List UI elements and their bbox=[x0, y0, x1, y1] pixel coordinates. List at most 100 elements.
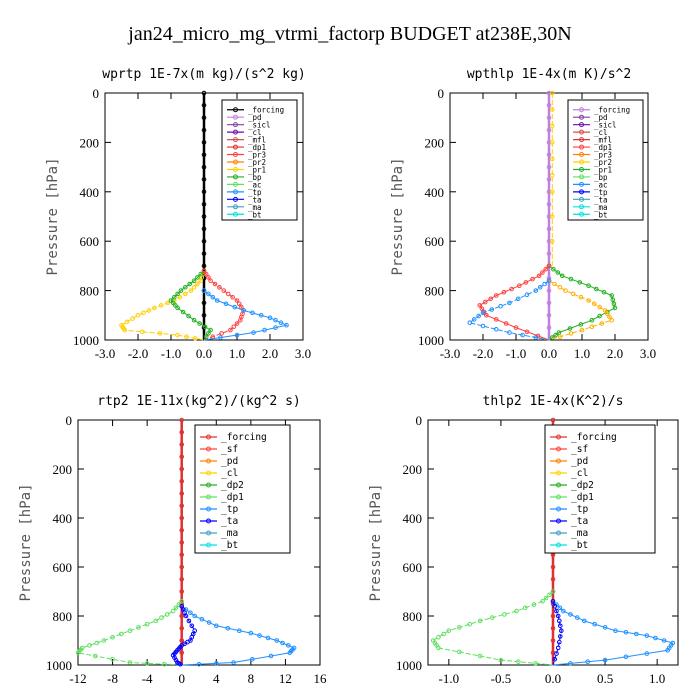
tp-point bbox=[201, 288, 207, 293]
legend-marker bbox=[233, 122, 238, 128]
legend-entry: _pr1 bbox=[248, 165, 266, 174]
dp1-point bbox=[436, 634, 441, 640]
forcing-point bbox=[201, 201, 207, 207]
legend-entry: _ma bbox=[594, 203, 608, 212]
tp-point bbox=[196, 661, 202, 667]
legend-entry: _pr2 bbox=[248, 158, 266, 167]
forcing-point bbox=[546, 313, 552, 318]
legend-marker bbox=[233, 107, 238, 113]
legend-marker bbox=[556, 518, 561, 524]
ta-point bbox=[178, 661, 183, 667]
legend-marker bbox=[233, 152, 238, 158]
pr3-point bbox=[503, 321, 509, 326]
forcing-point bbox=[201, 251, 207, 256]
tp-point bbox=[623, 654, 629, 660]
legend-entry: _ac bbox=[248, 180, 262, 189]
y-tick-label: 400 bbox=[425, 185, 445, 200]
legend-marker bbox=[579, 159, 584, 165]
forcing-point bbox=[550, 417, 556, 423]
bp-point bbox=[195, 275, 200, 280]
tp-point bbox=[585, 659, 591, 665]
x-tick-label: -1.0 bbox=[439, 671, 460, 686]
pr1-point bbox=[192, 336, 198, 341]
forcing-point bbox=[201, 152, 207, 158]
tp-point bbox=[206, 620, 212, 625]
dp1-point bbox=[489, 615, 495, 620]
legend-marker bbox=[579, 174, 584, 180]
tp-point bbox=[267, 315, 273, 321]
legend-entry: _pr3 bbox=[248, 151, 266, 160]
legend-entry: _bt bbox=[248, 210, 262, 219]
pr3-point bbox=[208, 278, 213, 284]
bp-point bbox=[556, 330, 562, 335]
forcing-point bbox=[546, 127, 552, 133]
legend-marker bbox=[206, 458, 211, 464]
forcing-point bbox=[201, 164, 207, 170]
dp1-point bbox=[136, 625, 141, 630]
legend-marker bbox=[556, 530, 561, 536]
forcing-point bbox=[201, 189, 207, 195]
forcing-point bbox=[546, 251, 552, 256]
tp-point bbox=[232, 304, 238, 310]
forcing-point bbox=[546, 152, 552, 158]
legend-entry: _bt bbox=[221, 540, 238, 551]
y-axis-label: Pressure [hPa] bbox=[390, 157, 406, 275]
series-line-tp bbox=[468, 280, 550, 341]
tp-point bbox=[575, 615, 580, 620]
forcing-point bbox=[546, 226, 552, 232]
pr1-point bbox=[183, 291, 188, 297]
legend-entry: _dp1 bbox=[248, 143, 266, 152]
pr2-point bbox=[570, 291, 576, 297]
pr3-point bbox=[536, 273, 542, 279]
dp1-point bbox=[153, 618, 159, 624]
tp-point bbox=[542, 281, 547, 287]
ta-point bbox=[554, 608, 559, 614]
ta-point bbox=[186, 618, 192, 624]
legend-entry: _cl bbox=[248, 128, 262, 137]
legend-marker bbox=[206, 482, 211, 488]
bp-point bbox=[208, 327, 213, 333]
tp-point bbox=[251, 330, 256, 335]
pr1-point bbox=[550, 140, 555, 145]
legend-entry: _mfl bbox=[248, 136, 266, 145]
pr2-point bbox=[597, 304, 602, 310]
dp1-point bbox=[533, 661, 538, 666]
tp-point bbox=[214, 661, 219, 666]
legend-marker bbox=[579, 152, 584, 158]
pr1-point bbox=[550, 90, 555, 96]
panel-title: thlp2 1E-4x(K^2)/s bbox=[483, 394, 624, 409]
series-line-tp bbox=[203, 290, 289, 341]
dp1-point bbox=[550, 589, 556, 594]
y-tick-label: 400 bbox=[80, 185, 100, 200]
dp1-point bbox=[87, 643, 92, 648]
y-tick-label: 1000 bbox=[46, 658, 72, 673]
pr3-point bbox=[509, 286, 514, 292]
tp-point bbox=[273, 317, 278, 323]
pr2-point bbox=[563, 288, 568, 293]
y-tick-label: 0 bbox=[416, 413, 423, 428]
legend-entry: _sicl bbox=[594, 121, 617, 130]
legend-marker bbox=[579, 196, 584, 202]
ta-point bbox=[555, 613, 561, 619]
forcing-point bbox=[550, 626, 556, 631]
forcing-point bbox=[201, 313, 207, 318]
pr1-point bbox=[177, 294, 183, 300]
tp-point bbox=[644, 651, 650, 656]
tp-point bbox=[467, 320, 473, 326]
forcing-point bbox=[201, 300, 207, 306]
dp1-point bbox=[101, 638, 107, 643]
bp-point bbox=[175, 305, 180, 311]
tp-point bbox=[480, 310, 486, 316]
pr3-point bbox=[219, 331, 224, 336]
pr1-point bbox=[157, 331, 163, 336]
dp1-point bbox=[436, 645, 441, 651]
y-axis-label: Pressure [hPa] bbox=[18, 483, 34, 601]
series-line-dp1 bbox=[77, 600, 183, 666]
tp-point bbox=[634, 631, 639, 637]
pr3-point bbox=[523, 280, 529, 285]
y-tick-label: 1000 bbox=[73, 333, 99, 348]
forcing-point bbox=[179, 515, 184, 521]
pr1-point bbox=[140, 329, 145, 335]
forcing-point bbox=[179, 491, 184, 496]
legend-entry: _cl bbox=[221, 468, 238, 479]
